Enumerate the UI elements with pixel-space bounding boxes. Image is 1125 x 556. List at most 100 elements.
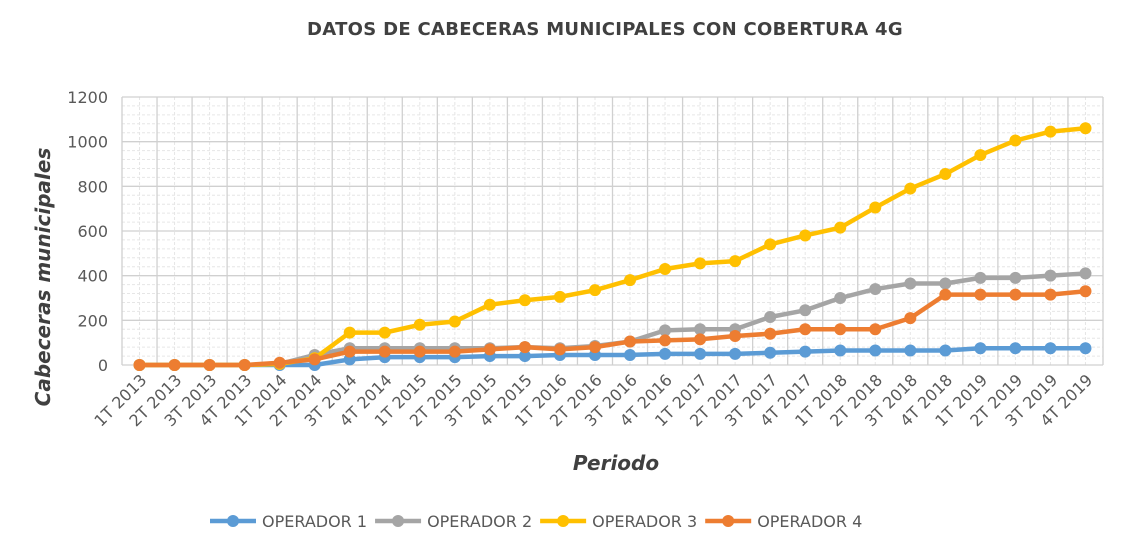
data-point [869,344,882,357]
legend-label: OPERADOR 1 [262,512,367,531]
data-point [834,292,847,304]
data-point [764,346,777,359]
data-point [378,326,391,339]
data-point [764,310,777,323]
data-point [273,356,286,369]
grid [121,96,1104,366]
data-point [378,345,391,358]
legend-label: OPERADOR 2 [427,512,532,531]
data-point [1079,122,1092,135]
data-point [904,182,917,195]
data-point [448,345,461,358]
y-axis: 0 200 400 600 800 1000 1200 [67,88,108,375]
chart-title: DATOS DE CABECERAS MUNICIPALES CON COBER… [307,19,903,40]
data-point [939,277,952,290]
data-point [1079,267,1092,280]
data-point [1009,134,1022,147]
data-point [659,347,672,360]
data-point [694,333,707,346]
data-point [974,271,987,284]
data-point [133,359,146,371]
legend-item: OPERADOR 1 [210,512,367,531]
data-point [518,341,531,354]
data-point [799,345,812,358]
y-tick-label: 200 [77,311,108,330]
data-point [729,329,742,342]
data-point [729,347,742,360]
data-point [764,238,777,251]
data-point [203,359,216,371]
data-point [799,229,812,242]
data-point [1044,288,1057,301]
data-point [834,323,847,336]
legend-item: OPERADOR 4 [705,512,862,531]
y-tick-label: 0 [98,356,108,375]
x-axis-label: Periodo [573,451,659,475]
y-tick-label: 800 [77,177,108,196]
data-point [904,312,917,325]
data-point [1044,269,1057,282]
data-point [413,318,426,331]
y-tick-label: 1200 [67,88,108,107]
data-point [308,353,321,366]
legend-label: OPERADOR 3 [592,512,697,531]
series-operador-4 [133,285,1092,371]
data-point [483,343,496,356]
data-point [764,327,777,340]
legend-marker [557,515,570,527]
data-point [939,168,952,181]
data-point [1044,342,1057,355]
data-point [518,350,531,363]
legend-item: OPERADOR 2 [375,512,532,531]
data-point [659,334,672,347]
data-point [553,343,566,356]
data-point [659,324,672,337]
legend-marker [227,515,239,527]
legend-item: OPERADOR 3 [540,512,697,531]
data-point [1079,342,1092,355]
data-point [729,255,742,268]
y-tick-label: 600 [77,222,108,241]
data-point [939,288,952,301]
data-point [694,257,707,270]
data-point [1079,285,1092,298]
y-tick-label: 1000 [67,133,108,152]
data-point [624,335,637,348]
data-point [1009,271,1022,284]
data-point [974,342,987,355]
data-point [694,347,707,360]
data-point [869,283,882,296]
data-point [588,284,601,297]
data-point [238,359,251,371]
data-point [553,290,566,303]
legend-label: OPERADOR 4 [757,512,862,531]
data-point [624,274,637,287]
data-point [588,341,601,354]
legend-marker [722,515,735,527]
data-point [904,344,917,357]
data-point [974,288,987,301]
data-point [1009,342,1022,355]
data-point [834,221,847,234]
data-point [974,149,987,162]
series-line [139,346,1086,368]
data-point [904,277,917,290]
legend-marker [392,515,405,527]
data-point [1009,288,1022,301]
data-point [413,345,426,358]
data-point [343,345,356,358]
data-point [869,201,882,214]
legend: OPERADOR 1 OPERADOR 2 OPERADOR 3 OPERADOR 4 [210,512,862,531]
data-point [448,315,461,328]
data-point [869,323,882,336]
y-tick-label: 400 [77,267,108,286]
data-point [343,326,356,339]
series-line [139,289,1086,368]
data-point [799,323,812,336]
series-group [133,122,1092,371]
data-point [659,262,672,275]
data-point [1044,125,1057,138]
data-point [939,344,952,357]
